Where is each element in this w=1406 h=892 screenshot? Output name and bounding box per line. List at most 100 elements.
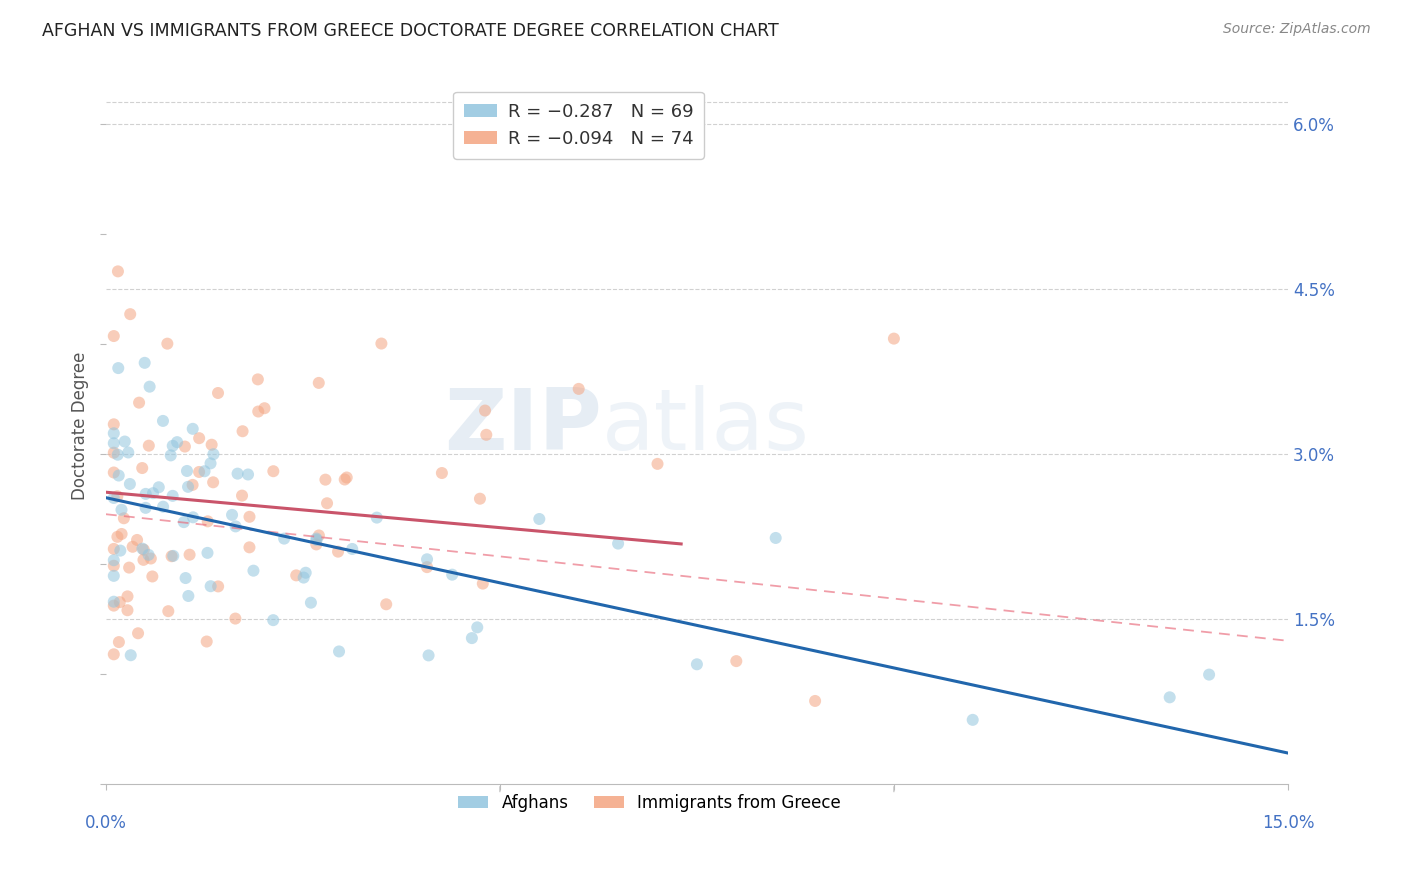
- Point: [162, 549, 184, 563]
- Point: [118, 560, 141, 574]
- Point: [107, 264, 129, 278]
- Point: [110, 502, 132, 516]
- Point: [176, 464, 198, 478]
- Point: [103, 595, 125, 609]
- Point: [370, 336, 392, 351]
- Point: [1159, 690, 1181, 705]
- Point: [647, 457, 669, 471]
- Point: [326, 544, 349, 558]
- Point: [725, 654, 748, 668]
- Point: [471, 576, 494, 591]
- Point: [157, 604, 180, 618]
- Point: [441, 567, 464, 582]
- Point: [134, 356, 156, 370]
- Point: [103, 541, 125, 556]
- Point: [246, 372, 269, 386]
- Point: [416, 552, 439, 566]
- Point: [962, 713, 984, 727]
- Point: [125, 533, 148, 547]
- Point: [686, 657, 709, 672]
- Point: [105, 530, 128, 544]
- Point: [103, 329, 125, 343]
- Point: [221, 508, 243, 522]
- Point: [461, 631, 484, 645]
- Point: [174, 571, 197, 585]
- Point: [141, 569, 163, 583]
- Point: [253, 401, 276, 416]
- Point: [225, 519, 247, 533]
- Point: [112, 511, 135, 525]
- Point: [108, 595, 131, 609]
- Point: [135, 487, 157, 501]
- Point: [114, 434, 136, 449]
- Text: 0.0%: 0.0%: [84, 814, 127, 832]
- Point: [160, 549, 183, 564]
- Point: [159, 449, 181, 463]
- Point: [474, 403, 496, 417]
- Point: [181, 422, 204, 436]
- Point: [607, 536, 630, 550]
- Point: [188, 465, 211, 479]
- Point: [197, 514, 219, 528]
- Point: [195, 634, 218, 648]
- Point: [177, 589, 200, 603]
- Point: [103, 553, 125, 567]
- Point: [224, 611, 246, 625]
- Point: [262, 464, 284, 478]
- Point: [138, 379, 160, 393]
- Point: [262, 613, 284, 627]
- Point: [118, 477, 141, 491]
- Point: [166, 435, 188, 450]
- Point: [103, 569, 125, 583]
- Point: [273, 532, 295, 546]
- Point: [108, 635, 131, 649]
- Point: [107, 468, 129, 483]
- Y-axis label: Doctorate Degree: Doctorate Degree: [72, 352, 89, 500]
- Point: [127, 626, 149, 640]
- Point: [333, 473, 356, 487]
- Point: [138, 439, 160, 453]
- Point: [328, 644, 350, 658]
- Point: [336, 470, 359, 484]
- Point: [128, 395, 150, 409]
- Point: [285, 568, 308, 582]
- Point: [174, 440, 197, 454]
- Point: [103, 648, 125, 662]
- Point: [142, 486, 165, 500]
- Point: [103, 417, 125, 432]
- Point: [294, 566, 316, 580]
- Point: [179, 548, 201, 562]
- Point: [110, 527, 132, 541]
- Point: [299, 596, 322, 610]
- Text: ZIP: ZIP: [444, 384, 602, 467]
- Point: [201, 438, 224, 452]
- Point: [207, 386, 229, 401]
- Point: [242, 564, 264, 578]
- Point: [135, 500, 157, 515]
- Point: [117, 445, 139, 459]
- Point: [131, 541, 153, 556]
- Point: [152, 414, 174, 428]
- Point: [308, 376, 330, 390]
- Point: [200, 456, 222, 470]
- Point: [120, 648, 142, 663]
- Legend: Afghans, Immigrants from Greece: Afghans, Immigrants from Greece: [451, 787, 848, 819]
- Point: [138, 548, 160, 562]
- Point: [418, 648, 440, 663]
- Point: [430, 466, 453, 480]
- Point: [236, 467, 259, 482]
- Point: [375, 597, 398, 611]
- Point: [1198, 667, 1220, 681]
- Point: [468, 491, 491, 506]
- Text: AFGHAN VS IMMIGRANTS FROM GREECE DOCTORATE DEGREE CORRELATION CHART: AFGHAN VS IMMIGRANTS FROM GREECE DOCTORA…: [42, 22, 779, 40]
- Point: [247, 404, 270, 418]
- Point: [131, 461, 153, 475]
- Point: [117, 603, 139, 617]
- Point: [475, 427, 498, 442]
- Point: [107, 448, 129, 462]
- Point: [148, 480, 170, 494]
- Point: [305, 537, 328, 551]
- Point: [162, 439, 184, 453]
- Point: [103, 599, 125, 613]
- Point: [105, 489, 128, 503]
